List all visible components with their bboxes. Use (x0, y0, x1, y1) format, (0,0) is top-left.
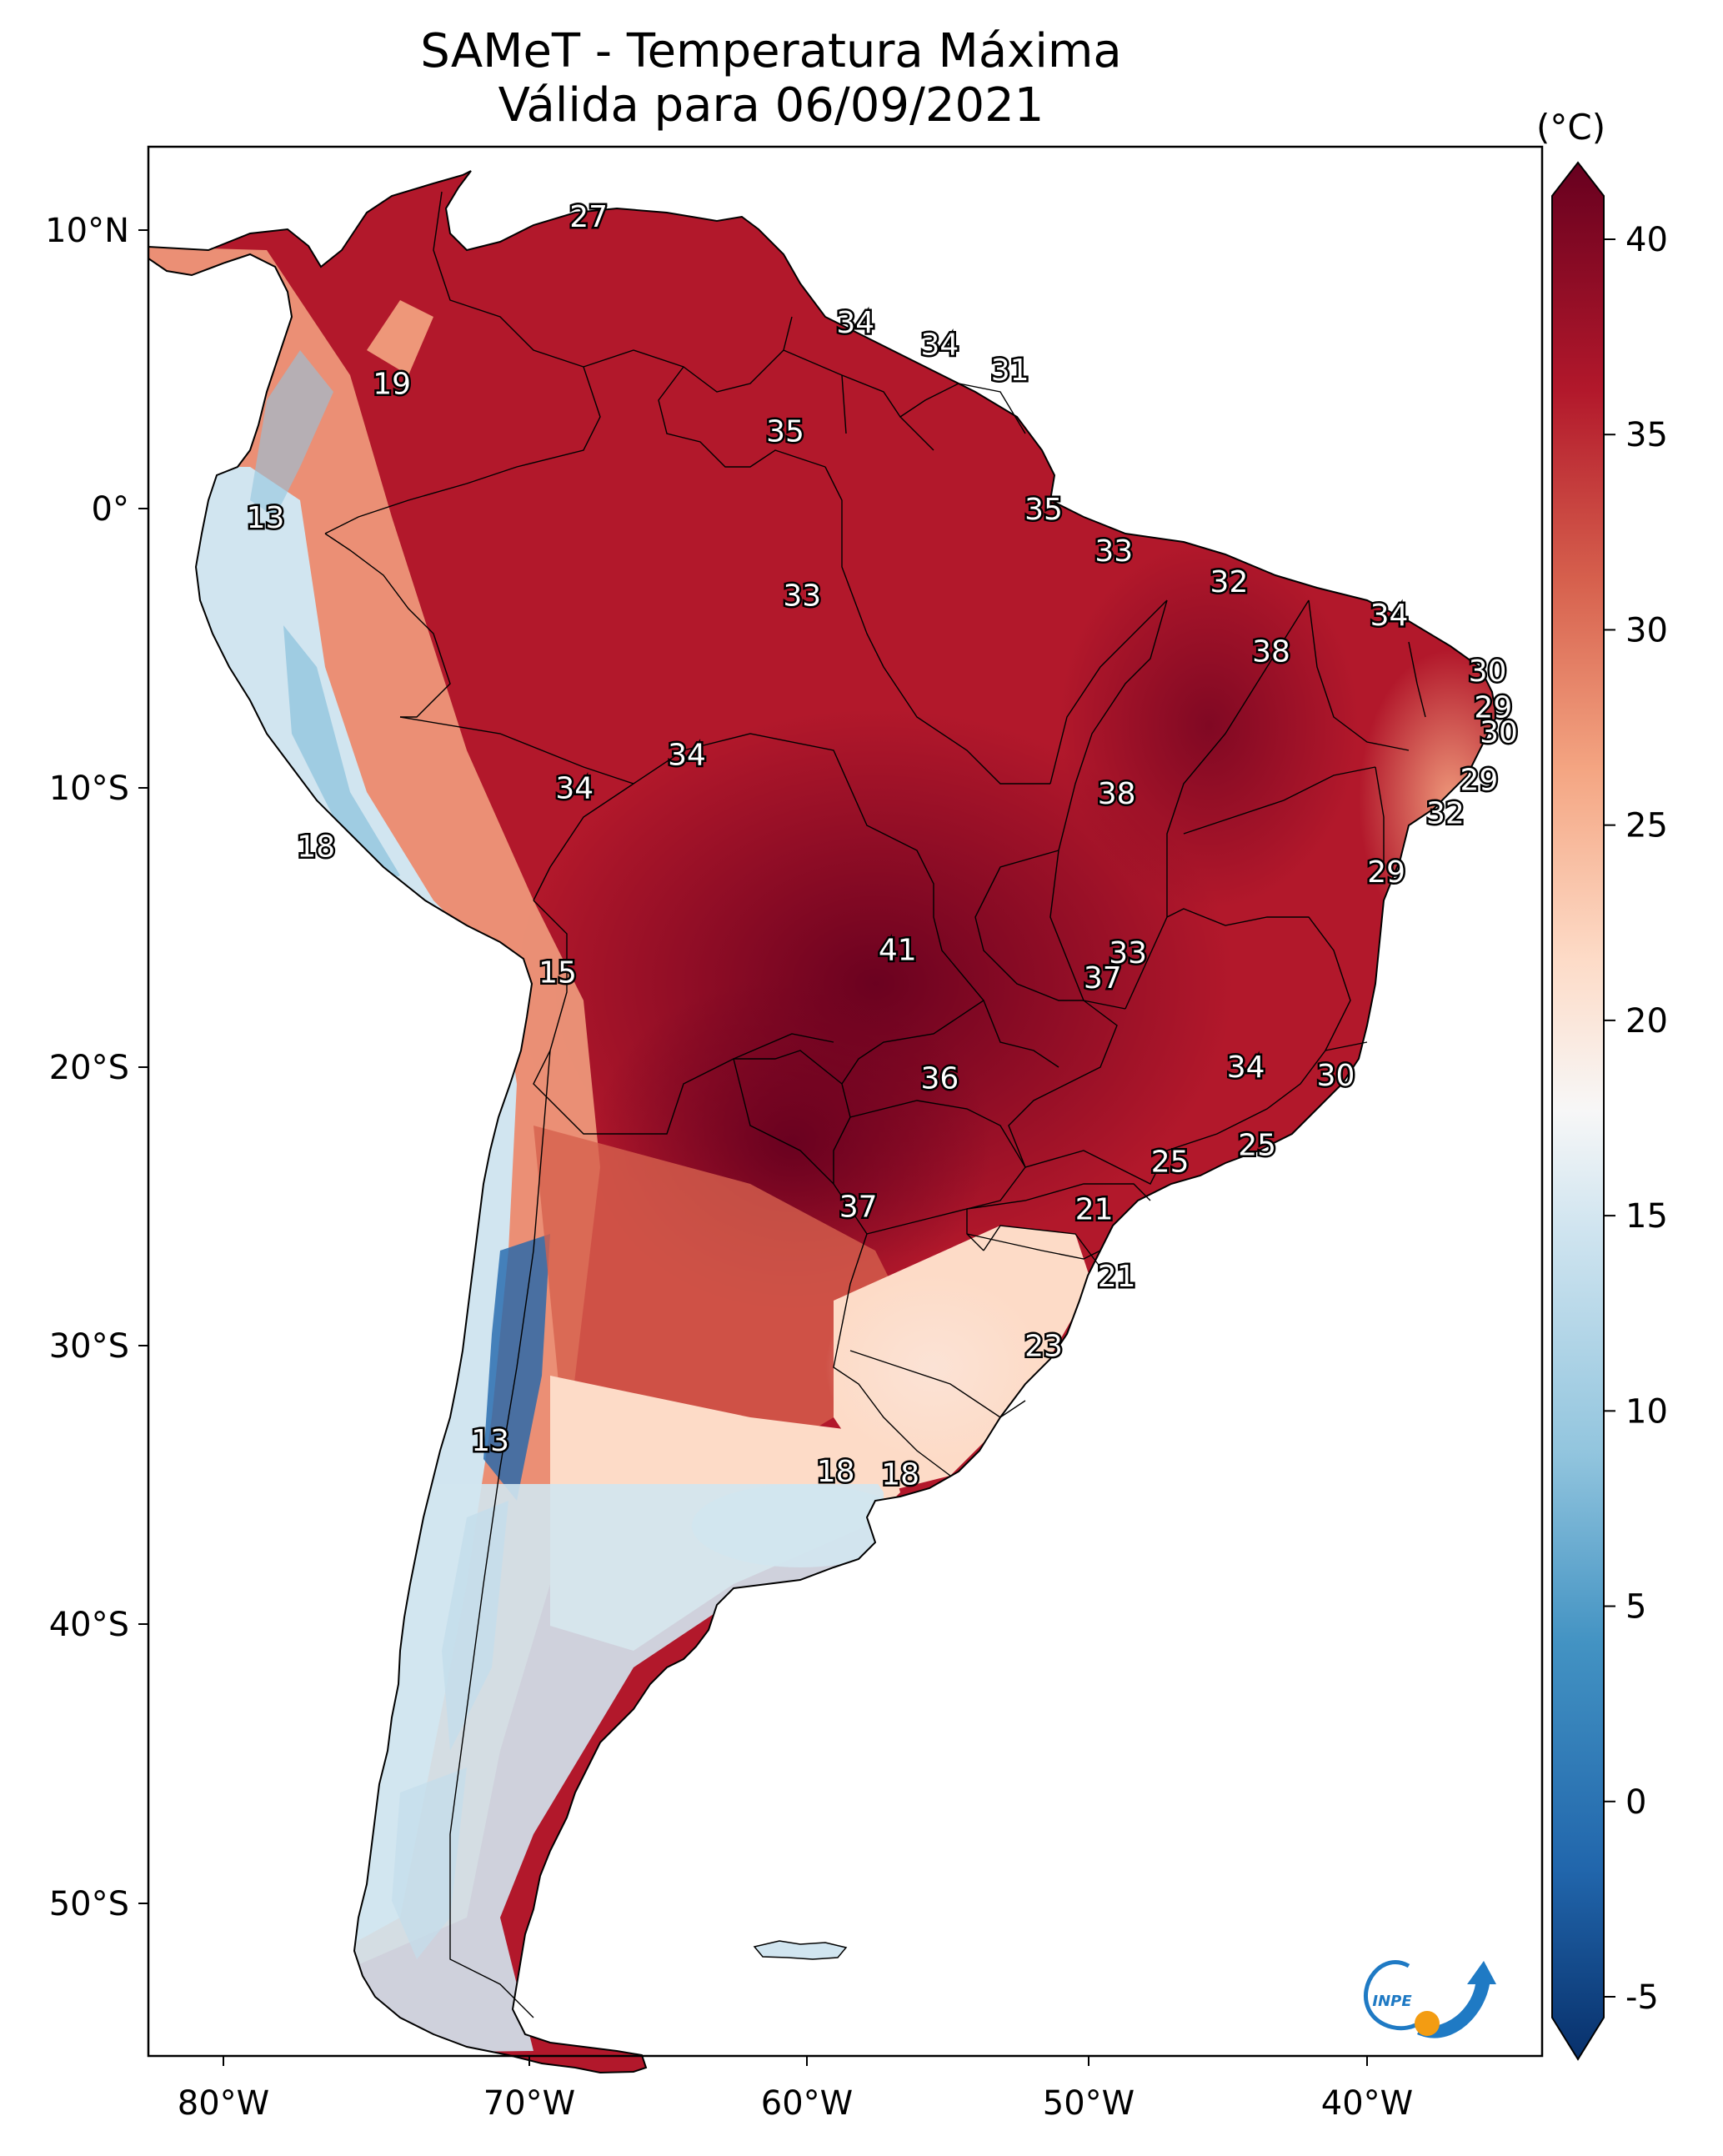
temperature-value-label: 38 (1252, 635, 1290, 669)
temperature-value-label: 33 (1094, 534, 1133, 569)
lat-label: 40°S (49, 1606, 129, 1644)
colorbar-tick-label: 0 (1625, 1783, 1646, 1822)
inpe-logo: INPE (1363, 1960, 1496, 2038)
colorbar-tick-label: 40 (1625, 221, 1668, 259)
colorbar-tick-label: 5 (1625, 1588, 1646, 1627)
colorbar: 40 35 30 25 20 15 10 5 0 -5 (1551, 161, 1668, 2061)
temperature-value-label: 30 (1469, 654, 1507, 689)
temperature-value-label: 34 (920, 328, 959, 363)
temperature-value-label: 23 (1024, 1330, 1063, 1364)
temperature-value-label: 27 (569, 200, 608, 234)
temperature-value-label: 33 (1109, 936, 1147, 970)
colorbar-tick-label: -5 (1625, 1978, 1659, 2017)
logo-orange-dot (1415, 2011, 1440, 2036)
lat-label: 50°S (49, 1885, 129, 1923)
temperature-value-label: 18 (817, 1455, 855, 1489)
temperature-value-label: 19 (373, 367, 411, 401)
lat-label: 10°N (45, 212, 129, 250)
colorbar-tick-label: 10 (1625, 1392, 1668, 1431)
temperature-value-label: 31 (991, 353, 1029, 388)
temperature-value-label: 37 (1084, 961, 1122, 995)
temperature-value-label: 15 (538, 955, 577, 990)
axis-ticks (138, 229, 1368, 2066)
temperature-value-label: 33 (783, 579, 821, 614)
lat-label: 20°S (49, 1049, 129, 1087)
temperature-value-label: 34 (668, 738, 706, 772)
lat-label: 0° (92, 490, 129, 529)
temperature-value-label: 29 (1460, 763, 1498, 797)
lon-label: 50°W (1043, 2084, 1134, 2123)
map-title: SAMeT - Temperatura Máxima (420, 24, 1122, 78)
colorbar-tick-label: 20 (1625, 1002, 1668, 1040)
lon-label: 70°W (483, 2084, 575, 2123)
temperature-value-label: 36 (920, 1061, 959, 1096)
temperature-value-label: 30 (1317, 1059, 1355, 1093)
colorbar-tick-label: 30 (1625, 611, 1668, 649)
temperature-value-label: 21 (1075, 1193, 1114, 1227)
colorbar-tick-label: 15 (1625, 1197, 1668, 1236)
lon-label: 60°W (761, 2084, 853, 2123)
temperature-value-label: 38 (1098, 777, 1136, 811)
colorbar-tick-label: 25 (1625, 807, 1668, 845)
lon-label: 80°W (178, 2084, 269, 2123)
colorbar-tick-label: 35 (1625, 416, 1668, 454)
lat-label: 10°S (49, 770, 129, 808)
temperature-value-label: 21 (1098, 1260, 1136, 1294)
temperature-value-label: 34 (555, 772, 594, 806)
colorbar-unit: (°C) (1536, 107, 1606, 148)
temperature-value-label: 25 (1151, 1146, 1190, 1180)
temperature-value-label: 35 (1024, 493, 1063, 527)
latitude-labels: 10°N 0° 10°S 20°S 30°S 40°S 50°S (45, 212, 129, 1923)
temperature-value-label: 13 (247, 501, 285, 535)
temperature-value-label: 18 (297, 830, 335, 865)
temperature-value-label: 30 (1480, 716, 1518, 750)
longitude-labels: 80°W 70°W 60°W 50°W 40°W (178, 2084, 1413, 2123)
temperature-value-label: 32 (1210, 565, 1249, 599)
temperature-value-label: 34 (1370, 599, 1409, 633)
map-frame (147, 145, 1544, 2058)
temperature-value-label: 29 (1367, 855, 1405, 890)
temperature-value-label: 41 (879, 934, 917, 968)
temperature-value-label: 34 (836, 306, 874, 340)
temperature-value-label: 37 (839, 1190, 878, 1224)
temperature-value-label: 34 (1227, 1050, 1265, 1085)
temperature-value-label: 13 (471, 1424, 509, 1458)
map-subtitle: Válida para 06/09/2021 (498, 78, 1044, 133)
logo-text: INPE (1372, 1993, 1412, 2010)
temperature-value-label: 32 (1426, 797, 1465, 831)
temperature-value-label: 18 (881, 1457, 919, 1492)
temperature-value-label: 25 (1238, 1129, 1276, 1163)
lon-label: 40°W (1321, 2084, 1413, 2123)
country-borders (324, 191, 1426, 2018)
lat-label: 30°S (49, 1327, 129, 1366)
temperature-value-label: 29 (1474, 690, 1512, 725)
temperature-value-label: 35 (766, 414, 804, 449)
